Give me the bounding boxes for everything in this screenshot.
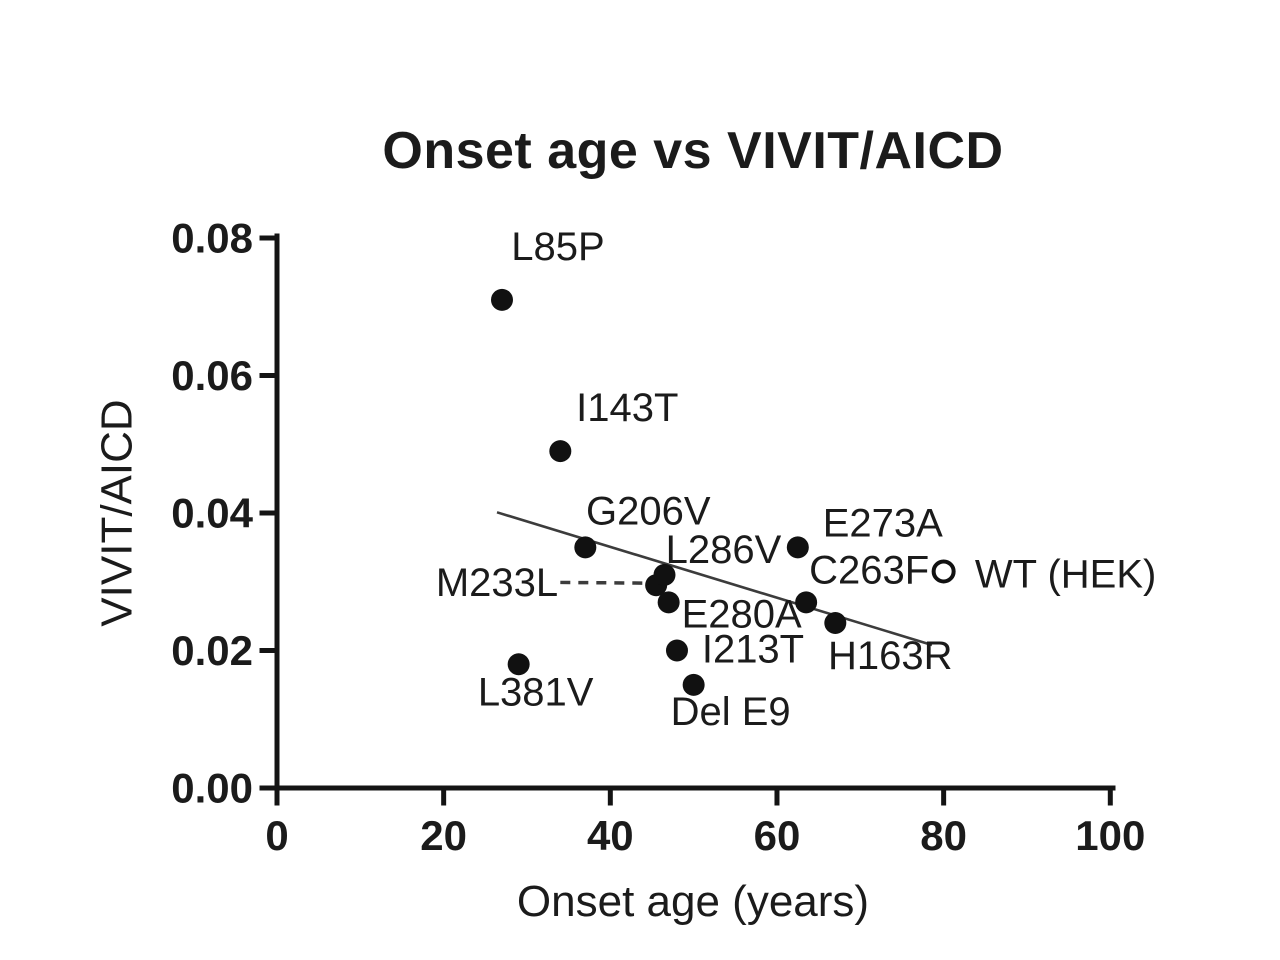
x-tick-label-40: 40 xyxy=(587,812,634,859)
y-axis-title: VIVIT/AICD xyxy=(93,399,142,626)
x-tick-label-20: 20 xyxy=(420,812,467,859)
data-point-e273a: E273A xyxy=(786,501,943,559)
data-point-i143t: I143T xyxy=(549,386,678,463)
data-point-h163r: H163R xyxy=(824,612,953,678)
data-point-m233l: M233L xyxy=(436,561,668,605)
x-axis-tick-labels: 0 20 40 60 80 100 xyxy=(265,812,1145,859)
marker-e273a xyxy=(786,536,809,559)
y-tick-label-0.06: 0.06 xyxy=(171,352,253,399)
chart-title: Onset age vs VIVIT/AICD xyxy=(382,122,1003,180)
data-point-i213t: I213T xyxy=(665,628,804,672)
marker-i143t xyxy=(549,440,572,463)
y-axis: 0.00 0.02 0.04 0.06 0.08 VIVIT/AICD xyxy=(93,215,280,812)
y-tick-label-0.08: 0.08 xyxy=(171,215,253,262)
data-point-e280a: E280A xyxy=(657,591,802,636)
x-tick-label-80: 80 xyxy=(920,812,967,859)
point-label-e280a: E280A xyxy=(682,592,802,636)
point-label-c263f: C263F xyxy=(809,548,929,592)
x-axis-title: Onset age (years) xyxy=(517,877,869,926)
marker-e280a xyxy=(657,591,680,614)
point-label-i213t: I213T xyxy=(702,628,804,672)
point-label-l85p: L85P xyxy=(511,225,604,269)
marker-c263f xyxy=(795,591,818,614)
point-label-h163r: H163R xyxy=(828,634,953,678)
point-label-l286v: L286V xyxy=(666,528,782,572)
marker-h163r xyxy=(824,612,847,634)
point-label-g206v: G206V xyxy=(586,489,711,533)
x-axis-ticks xyxy=(274,785,1113,806)
data-point-del-e9: Del E9 xyxy=(671,673,791,734)
point-label-e273a: E273A xyxy=(823,501,943,545)
point-label-del-e9: Del E9 xyxy=(671,690,791,734)
data-point-l85p: L85P xyxy=(490,225,605,311)
point-label-l381v: L381V xyxy=(478,670,594,714)
data-point-c263f: C263F xyxy=(795,548,929,614)
point-label-i143t: I143T xyxy=(576,386,678,430)
trend-line xyxy=(496,511,933,647)
x-tick-label-60: 60 xyxy=(754,812,801,859)
y-tick-label-0.00: 0.00 xyxy=(171,765,253,812)
marker-l286v xyxy=(653,563,676,586)
y-tick-label-0.02: 0.02 xyxy=(171,627,253,674)
x-axis: 0 20 40 60 80 100 Onset age (years) xyxy=(265,785,1145,926)
marker-g206v xyxy=(574,536,597,559)
marker-del-e9 xyxy=(682,673,705,696)
x-tick-label-0: 0 xyxy=(265,812,288,859)
marker-open-wt-hek xyxy=(931,559,956,584)
y-tick-label-0.04: 0.04 xyxy=(171,490,253,537)
data-point-wt-hek: WT (HEK) xyxy=(931,552,1156,596)
data-point-g206v: G206V xyxy=(574,489,711,559)
y-axis-ticks xyxy=(259,235,280,791)
point-label-m233l: M233L xyxy=(436,561,558,605)
marker-l85p xyxy=(490,288,513,311)
x-tick-label-100: 100 xyxy=(1075,812,1145,859)
data-point-l286v: L286V xyxy=(653,528,782,586)
marker-i213t xyxy=(665,639,688,662)
y-axis-tick-labels: 0.00 0.02 0.04 0.06 0.08 xyxy=(171,215,253,812)
marker-l381v xyxy=(507,653,530,676)
m233l-leader-line xyxy=(560,580,646,585)
data-point-l381v: L381V xyxy=(478,653,594,714)
point-label-wt-hek: WT (HEK) xyxy=(975,552,1156,596)
